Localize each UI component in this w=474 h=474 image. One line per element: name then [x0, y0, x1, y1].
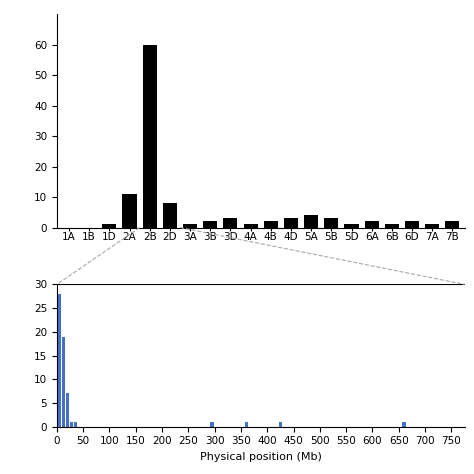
- Bar: [385, 225, 399, 228]
- Bar: [223, 219, 237, 228]
- Bar: [446, 221, 459, 228]
- Bar: [163, 203, 177, 228]
- Bar: [245, 422, 248, 427]
- Bar: [203, 221, 217, 228]
- Bar: [304, 215, 318, 228]
- Bar: [264, 221, 278, 228]
- Bar: [324, 219, 338, 228]
- Bar: [279, 422, 282, 427]
- Bar: [425, 225, 439, 228]
- Bar: [183, 225, 197, 228]
- Bar: [58, 294, 61, 427]
- Bar: [66, 393, 69, 427]
- Bar: [210, 422, 214, 427]
- Bar: [143, 45, 157, 228]
- Bar: [244, 225, 258, 228]
- Bar: [70, 422, 73, 427]
- Bar: [402, 422, 406, 427]
- Bar: [345, 225, 358, 228]
- X-axis label: Physical position (Mb): Physical position (Mb): [200, 452, 322, 462]
- Bar: [284, 219, 298, 228]
- Bar: [62, 337, 65, 427]
- Bar: [74, 422, 77, 427]
- Bar: [405, 221, 419, 228]
- Bar: [365, 221, 379, 228]
- Bar: [122, 194, 137, 228]
- Bar: [102, 225, 117, 228]
